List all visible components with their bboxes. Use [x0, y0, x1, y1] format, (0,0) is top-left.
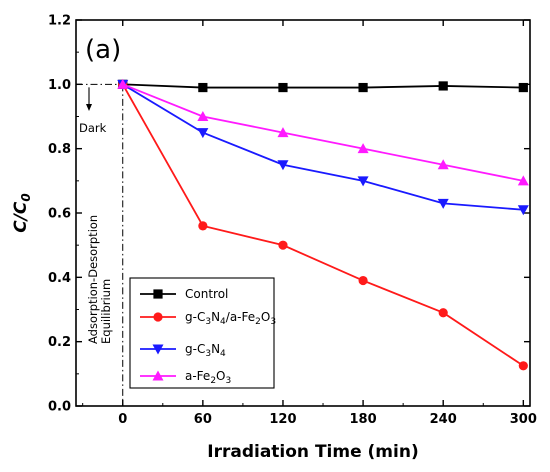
legend-entry-label: g-C3N4/a-Fe2O3 — [185, 310, 276, 327]
dark-arrowhead — [86, 104, 92, 111]
data-point — [438, 308, 448, 318]
series-3 — [117, 78, 529, 186]
x-tick-label: 0 — [118, 412, 127, 427]
legend-entry-label: a-Fe2O3 — [185, 369, 231, 386]
dark-label: Dark — [79, 121, 107, 135]
data-point — [357, 176, 369, 187]
series-line — [121, 83, 524, 367]
data-point — [517, 175, 529, 186]
data-point — [518, 361, 528, 371]
data-point — [197, 111, 209, 121]
y-axis-title: C/C0 — [11, 193, 33, 233]
data-point — [277, 160, 289, 171]
series-line — [122, 83, 524, 182]
panel-label: (a) — [85, 35, 121, 65]
data-point — [278, 82, 288, 93]
equilibrium-label: Equilibrium — [99, 279, 113, 344]
data-point — [358, 82, 368, 93]
x-axis-title: Irradiation Time (min) — [207, 442, 418, 462]
y-tick-label: 0.0 — [48, 400, 71, 415]
legend-swatch-marker — [152, 344, 164, 355]
legend-entry-label: g-C3N4 — [185, 342, 226, 359]
data-point — [357, 143, 369, 154]
y-tick-label: 1.0 — [48, 78, 71, 93]
legend-swatch-marker — [153, 289, 163, 299]
data-point — [358, 275, 368, 286]
series-line — [122, 83, 524, 89]
x-tick-label: 240 — [430, 412, 457, 427]
data-point — [437, 159, 449, 170]
series-2 — [117, 79, 529, 216]
x-tick-label: 180 — [350, 412, 377, 427]
adsorption-label: Adsorption-Desorption — [86, 215, 100, 344]
data-point — [518, 82, 528, 93]
data-point — [117, 78, 129, 89]
y-tick-label: 0.4 — [48, 271, 71, 286]
x-tick-label: 120 — [269, 412, 296, 427]
series-0 — [118, 79, 528, 93]
data-point — [198, 221, 208, 231]
data-point — [277, 127, 289, 138]
series-line — [122, 83, 524, 211]
data-point — [197, 128, 209, 139]
y-tick-label: 0.6 — [48, 207, 71, 222]
data-point — [438, 81, 448, 91]
x-tick-label: 300 — [510, 412, 537, 427]
data-point — [437, 198, 449, 209]
legend-entry-label: Control — [185, 287, 228, 301]
y-tick-label: 0.8 — [48, 142, 71, 157]
y-tick-label: 1.2 — [48, 14, 71, 29]
x-tick-label: 60 — [194, 412, 212, 427]
legend-swatch-marker — [153, 312, 163, 322]
y-tick-label: 0.2 — [48, 335, 71, 350]
data-point — [198, 82, 208, 93]
data-point — [517, 205, 529, 216]
data-point — [278, 240, 288, 250]
legend-swatch-marker — [152, 370, 164, 381]
series-1 — [118, 79, 528, 371]
